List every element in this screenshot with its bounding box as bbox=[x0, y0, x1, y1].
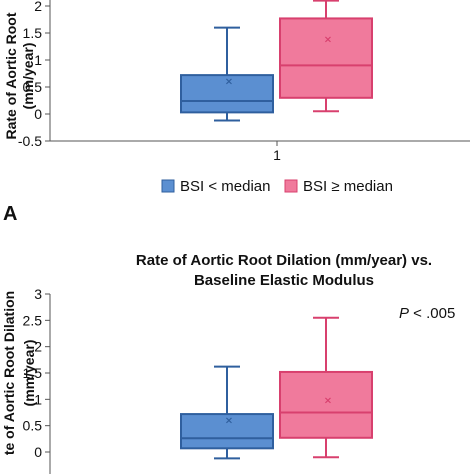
mean-marker: × bbox=[324, 34, 332, 45]
panel-a-y-tick-label: 2 bbox=[34, 0, 42, 14]
panel-b-y-tick-label: 1.5 bbox=[23, 365, 43, 381]
panel-label-a: A bbox=[3, 203, 17, 225]
mean-marker: × bbox=[225, 415, 233, 426]
panel-a-y-tick-label: 0 bbox=[34, 106, 42, 122]
panel-a-y-tick-label: 1 bbox=[34, 52, 42, 68]
panel-b-box-bsi-above-median: × bbox=[279, 316, 373, 459]
panel-b-chart: Rate of Aortic Root Dilation (mm/year) v… bbox=[1, 252, 455, 474]
panel-a-y-tick-label: 1.5 bbox=[23, 25, 43, 41]
panel-b-y-tick-label: 3 bbox=[34, 286, 42, 302]
interquartile-box bbox=[180, 413, 274, 450]
panel-b-y-tick-label: 2.5 bbox=[23, 312, 43, 328]
interquartile-box bbox=[279, 17, 373, 99]
panel-a-y-tick-label: -0.5 bbox=[18, 133, 42, 149]
panel-a-chart: Rate of Aortic Root (mm/year) -0.5 0 0.5 1 1… bbox=[3, 0, 470, 225]
panel-b-y-tick-label: 0.5 bbox=[23, 418, 43, 434]
p-value-symbol: P bbox=[399, 305, 409, 322]
panel-b-ylabel-line1: te of Aortic Root Dilation bbox=[1, 291, 17, 455]
legend-swatch-bsi-below-median bbox=[161, 179, 175, 193]
mean-marker: × bbox=[324, 395, 332, 406]
mean-marker: × bbox=[225, 77, 233, 88]
panel-a-ylabel-line2: (mm/year) bbox=[20, 43, 36, 110]
panel-b-title-line2: Baseline Elastic Modulus bbox=[194, 272, 374, 289]
legend-swatch-bsi-above-median bbox=[284, 179, 298, 193]
p-value-annotation: P < .005 bbox=[399, 305, 455, 322]
panel-b-box-bsi-below-median: × bbox=[180, 365, 274, 460]
panel-a-y-tick-label: 0.5 bbox=[23, 79, 43, 95]
panel-b-title-line1: Rate of Aortic Root Dilation (mm/year) v… bbox=[136, 252, 432, 269]
panel-b-y-tick-label: 1 bbox=[34, 391, 42, 407]
panel-b-y-tick-label: 0 bbox=[34, 444, 42, 460]
legend-label-bsi-above-median: BSI ≥ median bbox=[303, 178, 393, 195]
p-value-threshold: < .005 bbox=[409, 305, 455, 322]
panel-b-y-tick-label: 2 bbox=[34, 339, 42, 355]
panel-a-box-bsi-above-median: × bbox=[279, 0, 373, 113]
panel-b-ylabel-line2: (mm/year) bbox=[21, 340, 37, 407]
panel-a-x-tick-label: 1 bbox=[273, 147, 281, 163]
panel-a-ylabel-line1: Rate of Aortic Root bbox=[3, 12, 19, 139]
legend-label-bsi-below-median: BSI < median bbox=[180, 178, 270, 195]
panel-a-box-bsi-below-median: × bbox=[180, 26, 274, 122]
interquartile-box bbox=[279, 370, 373, 439]
interquartile-box bbox=[180, 74, 274, 114]
